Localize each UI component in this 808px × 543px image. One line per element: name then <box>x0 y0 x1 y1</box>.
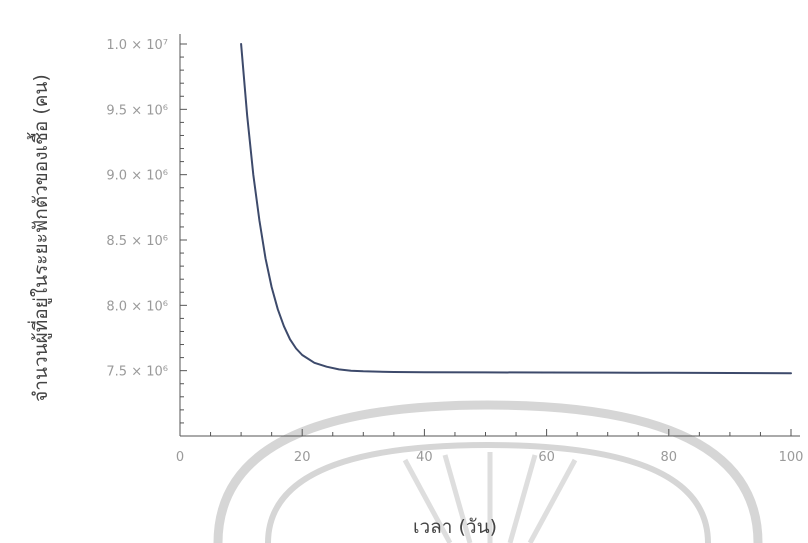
x-tick-label: 60 <box>538 450 555 465</box>
x-axis-ticks: 0 20 40 60 80 100 <box>176 429 804 465</box>
x-tick-label: 100 <box>779 450 804 465</box>
x-tick-label: 80 <box>661 450 678 465</box>
watermark-seal <box>213 400 763 543</box>
x-axis-title: เวลา (วัน) <box>413 516 497 538</box>
y-tick-label: 8.0 × 10⁶ <box>106 299 168 314</box>
y-tick-label: 9.0 × 10⁶ <box>106 169 168 184</box>
y-axis-ticks: 7.5 × 10⁶ 8.0 × 10⁶ 8.5 × 10⁶ 9.0 × 10⁶ 9.5 … <box>106 38 187 437</box>
y-tick-label: 7.5 × 10⁶ <box>106 365 168 380</box>
x-tick-label: 20 <box>294 450 311 465</box>
x-tick-label: 0 <box>176 450 184 465</box>
y-axis-title: จำนวนผู้ที่อยู่ในระยะฟักตัวของเชื้อ (คน) <box>27 74 52 402</box>
series-layer <box>240 43 792 375</box>
series-line-0 <box>240 43 792 375</box>
y-tick-label: 9.5 × 10⁶ <box>106 103 168 118</box>
y-tick-label: 1.0 × 10⁷ <box>106 38 168 53</box>
x-tick-label: 40 <box>416 450 433 465</box>
y-tick-label: 8.5 × 10⁶ <box>106 234 168 249</box>
axes <box>179 34 800 437</box>
